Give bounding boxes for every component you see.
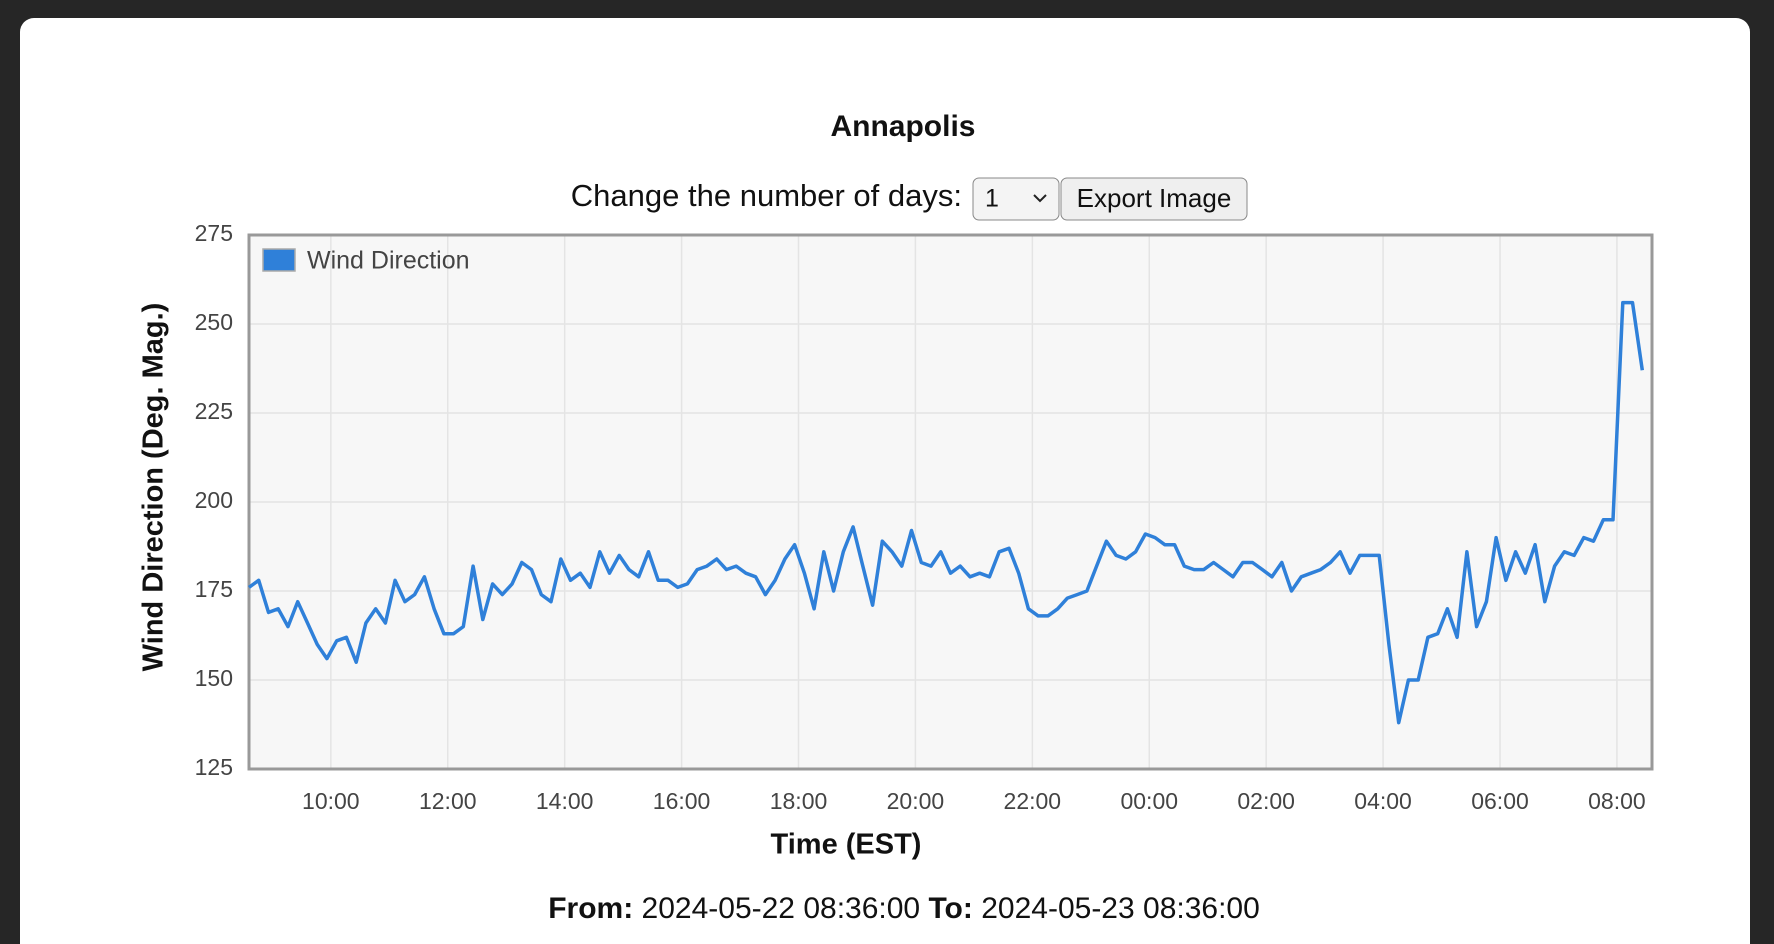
to-label: To:: [928, 892, 972, 925]
days-value[interactable]: 1: [985, 185, 999, 213]
x-tick-label: 10:00: [302, 788, 360, 814]
y-tick-label: 250: [195, 309, 233, 335]
plot-border: [247, 233, 1654, 771]
chart-title: Annapolis: [830, 110, 975, 143]
x-tick-label: 12:00: [419, 788, 477, 814]
to-value: 2024-05-23 08:36:00: [981, 892, 1260, 925]
x-tick-label: 04:00: [1354, 788, 1412, 814]
y-tick-label: 275: [195, 220, 233, 246]
x-axis-label: Time (EST): [771, 829, 922, 861]
data-line: [247, 300, 1645, 725]
y-tick-label: 150: [195, 665, 233, 691]
x-tick-label: 22:00: [1004, 788, 1062, 814]
days-select[interactable]: [972, 177, 1060, 221]
x-tick-label: 20:00: [887, 788, 945, 814]
select-arrow: [1033, 194, 1047, 203]
x-tick-label: 00:00: [1120, 788, 1178, 814]
x-tick-label: 02:00: [1237, 788, 1295, 814]
export-button[interactable]: [1060, 177, 1248, 221]
from-label: From:: [548, 892, 633, 925]
legend-swatch: [262, 248, 296, 272]
x-tick-label: 16:00: [653, 788, 711, 814]
x-tick-label: 14:00: [536, 788, 594, 814]
days-label: Change the number of days:: [571, 178, 962, 213]
legend-label: Wind Direction: [307, 247, 470, 275]
x-tick-label: 08:00: [1588, 788, 1646, 814]
footer: From: 2024-05-22 08:36:00 To: 2024-05-23…: [548, 892, 1260, 925]
x-tick-label: 18:00: [770, 788, 828, 814]
y-tick-label: 125: [195, 754, 233, 780]
x-tick-label: 06:00: [1471, 788, 1529, 814]
export-label[interactable]: Export Image: [1077, 183, 1232, 213]
y-tick-label: 225: [195, 398, 233, 424]
y-tick-label: 200: [195, 487, 233, 513]
y-tick-label: 175: [195, 576, 233, 602]
y-axis-label: Wind Direction (Deg. Mag.): [138, 303, 170, 672]
from-value: 2024-05-22 08:36:00: [642, 892, 921, 925]
